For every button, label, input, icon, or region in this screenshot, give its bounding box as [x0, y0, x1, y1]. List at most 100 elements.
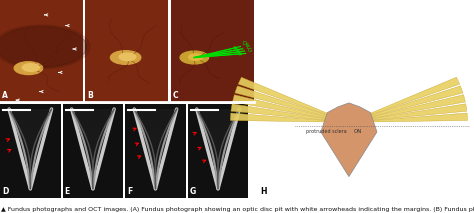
- Polygon shape: [136, 114, 175, 115]
- Polygon shape: [23, 162, 37, 163]
- Polygon shape: [213, 169, 223, 170]
- Polygon shape: [76, 124, 110, 125]
- Polygon shape: [9, 110, 51, 111]
- Polygon shape: [201, 125, 235, 126]
- Polygon shape: [154, 182, 157, 183]
- Polygon shape: [141, 135, 170, 136]
- Polygon shape: [151, 172, 160, 173]
- Polygon shape: [22, 157, 39, 158]
- Polygon shape: [30, 187, 31, 188]
- Polygon shape: [86, 163, 100, 164]
- Polygon shape: [79, 135, 107, 136]
- Polygon shape: [82, 146, 104, 147]
- Polygon shape: [203, 133, 233, 134]
- Polygon shape: [82, 148, 104, 149]
- Text: H: H: [260, 187, 267, 196]
- Polygon shape: [19, 146, 42, 147]
- Polygon shape: [139, 126, 172, 127]
- Polygon shape: [83, 152, 102, 153]
- Polygon shape: [321, 103, 377, 177]
- Bar: [63, 104, 123, 198]
- Circle shape: [189, 54, 203, 60]
- Polygon shape: [135, 112, 176, 113]
- Polygon shape: [25, 169, 36, 170]
- Polygon shape: [21, 153, 40, 154]
- Polygon shape: [142, 139, 169, 140]
- Text: ▲ Fundus photographs and OCT images. (A) Fundus photograph showing an optic disc: ▲ Fundus photographs and OCT images. (A)…: [1, 207, 474, 212]
- Polygon shape: [12, 120, 48, 121]
- Polygon shape: [139, 127, 172, 128]
- Polygon shape: [209, 154, 227, 155]
- Polygon shape: [14, 127, 46, 128]
- Polygon shape: [73, 114, 113, 115]
- Text: F: F: [127, 187, 132, 196]
- Polygon shape: [11, 118, 49, 119]
- Polygon shape: [149, 165, 162, 166]
- Polygon shape: [207, 145, 229, 146]
- Polygon shape: [22, 156, 39, 157]
- Polygon shape: [214, 174, 222, 175]
- Polygon shape: [15, 131, 46, 132]
- Polygon shape: [24, 164, 37, 165]
- Polygon shape: [10, 111, 51, 112]
- Polygon shape: [20, 149, 41, 150]
- Polygon shape: [136, 116, 175, 117]
- Polygon shape: [143, 140, 168, 141]
- Polygon shape: [206, 142, 230, 143]
- Polygon shape: [87, 165, 99, 166]
- Text: ON: ON: [353, 130, 362, 134]
- Polygon shape: [20, 151, 40, 152]
- Polygon shape: [29, 185, 31, 186]
- Polygon shape: [17, 139, 44, 140]
- Circle shape: [0, 25, 90, 69]
- Circle shape: [119, 53, 136, 61]
- Polygon shape: [202, 127, 234, 128]
- Polygon shape: [216, 179, 220, 180]
- Polygon shape: [209, 153, 228, 154]
- Polygon shape: [74, 118, 112, 119]
- Polygon shape: [199, 115, 237, 116]
- Text: C: C: [173, 91, 178, 100]
- Polygon shape: [204, 137, 232, 138]
- Polygon shape: [208, 149, 228, 150]
- Text: E: E: [64, 187, 70, 196]
- Polygon shape: [10, 114, 50, 115]
- Bar: [188, 104, 248, 198]
- Polygon shape: [91, 182, 95, 183]
- Polygon shape: [92, 186, 93, 187]
- Polygon shape: [238, 77, 349, 122]
- Polygon shape: [84, 156, 101, 157]
- Polygon shape: [198, 114, 238, 115]
- Text: G: G: [190, 187, 196, 196]
- Polygon shape: [88, 170, 98, 171]
- Polygon shape: [213, 168, 223, 169]
- Polygon shape: [77, 130, 109, 131]
- Polygon shape: [82, 150, 103, 151]
- Polygon shape: [87, 167, 99, 168]
- Polygon shape: [23, 161, 37, 162]
- Polygon shape: [73, 115, 112, 116]
- Polygon shape: [18, 142, 43, 143]
- Polygon shape: [27, 178, 33, 179]
- Polygon shape: [85, 160, 100, 161]
- Polygon shape: [205, 138, 231, 139]
- Text: protruded sclera: protruded sclera: [306, 130, 346, 134]
- Polygon shape: [74, 119, 111, 120]
- Polygon shape: [85, 159, 101, 160]
- Bar: [258, 0, 474, 198]
- Polygon shape: [144, 146, 167, 147]
- Polygon shape: [92, 187, 93, 188]
- Polygon shape: [230, 113, 349, 122]
- Polygon shape: [75, 121, 111, 122]
- Polygon shape: [18, 140, 43, 141]
- Polygon shape: [15, 130, 46, 131]
- Polygon shape: [17, 138, 44, 139]
- Polygon shape: [206, 143, 230, 144]
- Polygon shape: [13, 124, 47, 125]
- Polygon shape: [14, 129, 46, 130]
- Polygon shape: [25, 167, 36, 168]
- Polygon shape: [206, 144, 230, 145]
- Polygon shape: [20, 150, 41, 151]
- Polygon shape: [135, 111, 176, 112]
- Polygon shape: [90, 177, 96, 178]
